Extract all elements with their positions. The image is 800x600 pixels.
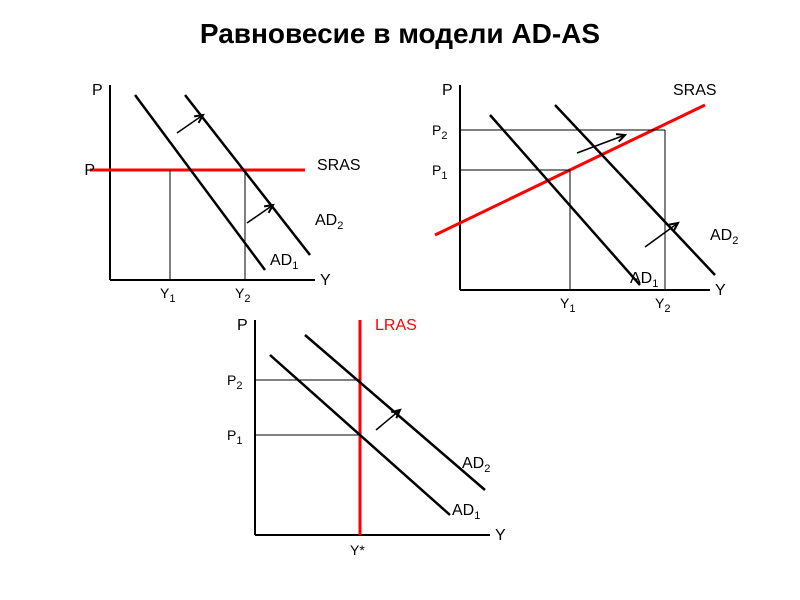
ad2-label: AD2 (315, 212, 343, 232)
panel-bottom: P Y LRAS P2 P1 AD1 AD2 Y* (200, 310, 560, 570)
shift-arrow (645, 223, 678, 247)
y2-tick: Y2 (235, 285, 250, 305)
sras-label: SRAS (673, 82, 717, 99)
y-axis-label: P (237, 317, 248, 334)
lras-label: LRAS (375, 317, 417, 334)
y1-tick: Y1 (160, 285, 175, 305)
p2-tick: P1 (227, 427, 242, 447)
ad1-label: AD1 (270, 252, 298, 272)
y-axis-label: P (442, 82, 453, 99)
shift-arrow (247, 205, 273, 223)
y2-tick: Y2 (655, 295, 670, 315)
y-axis-label: P (92, 82, 103, 99)
page-title: Равновесие в модели AD-AS (0, 18, 800, 50)
shift-arrow (376, 410, 400, 430)
p2-tick: P1 (432, 162, 447, 182)
ad1-label: AD1 (630, 270, 658, 290)
ad2-label: AD2 (710, 227, 738, 247)
y1-tick: Y1 (560, 295, 575, 315)
y-star-tick: Y* (350, 542, 365, 558)
p1-tick: P2 (227, 372, 242, 392)
ad2-curve (185, 95, 310, 255)
x-axis-label: Y (495, 527, 506, 544)
ad1-label: AD1 (452, 502, 480, 522)
sras-label: SRAS (317, 157, 361, 174)
panel-top-left: P Y SRAS P AD1 AD2 Y1 Y2 (55, 75, 375, 305)
shift-arrow (177, 115, 203, 133)
ad2-label: AD2 (462, 455, 490, 475)
panel-top-right: P Y SRAS P2 P1 AD1 AD2 Y1 Y2 (415, 75, 775, 315)
price-label: P (84, 162, 95, 179)
x-axis-label: Y (320, 272, 331, 289)
p1-tick: P2 (432, 122, 447, 142)
x-axis-label: Y (715, 282, 726, 299)
ad1-curve (490, 115, 640, 285)
